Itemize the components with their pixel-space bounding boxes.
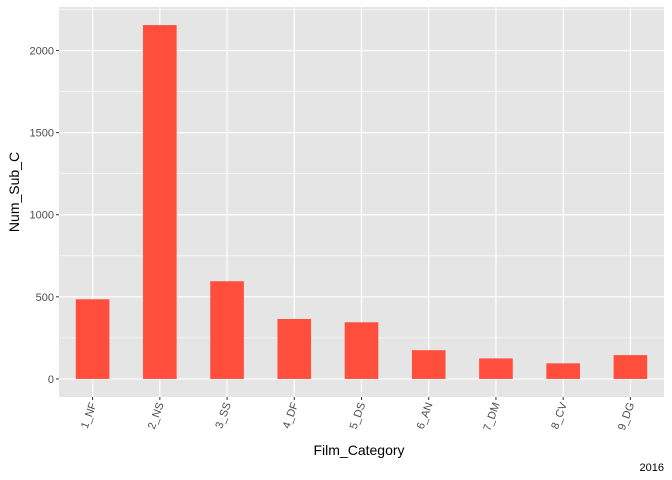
bar-3_SS <box>210 281 244 379</box>
bar-4_DF <box>277 319 312 379</box>
x-tick-label: 2_NS <box>146 401 167 431</box>
bars <box>75 25 648 379</box>
bar-9_DG <box>613 355 648 379</box>
bar-8_CV <box>546 363 580 379</box>
x-tick-label: 3_SS <box>213 401 233 430</box>
bar-1_NF <box>75 299 110 379</box>
y-tick-label: 500 <box>36 292 54 304</box>
y-axis-title: Num_Sub_C <box>6 152 22 232</box>
y-tick-label: 2000 <box>30 46 54 58</box>
bar-2_NS <box>143 25 177 379</box>
y-tick-label: 1500 <box>30 128 54 140</box>
x-tick-label: 4_DF <box>281 401 302 431</box>
x-tick-label: 7_DM <box>481 401 502 433</box>
x-tick-label: 8_CV <box>549 400 570 431</box>
bar-7_DM <box>479 358 513 379</box>
x-axis-title: Film_Category <box>313 442 404 458</box>
caption: 2016 <box>640 462 664 474</box>
y-tick-label: 0 <box>48 374 54 386</box>
x-tick-label: 9_DG <box>616 401 637 432</box>
y-axis-ticks: 0 500 1000 1500 2000 <box>30 46 59 386</box>
bar-5_DS <box>344 322 379 379</box>
y-tick-label: 1000 <box>30 210 54 222</box>
x-tick-label: 6_AN <box>415 401 436 431</box>
x-tick-label: 5_DS <box>348 401 369 431</box>
x-axis-ticks: 1_NF 2_NS 3_SS 4_DF 5_DS 6_AN 7_DM 8_CV 9_DG <box>79 397 637 433</box>
x-tick-label: 1_NF <box>79 401 100 431</box>
bar-6_AN <box>411 350 446 379</box>
